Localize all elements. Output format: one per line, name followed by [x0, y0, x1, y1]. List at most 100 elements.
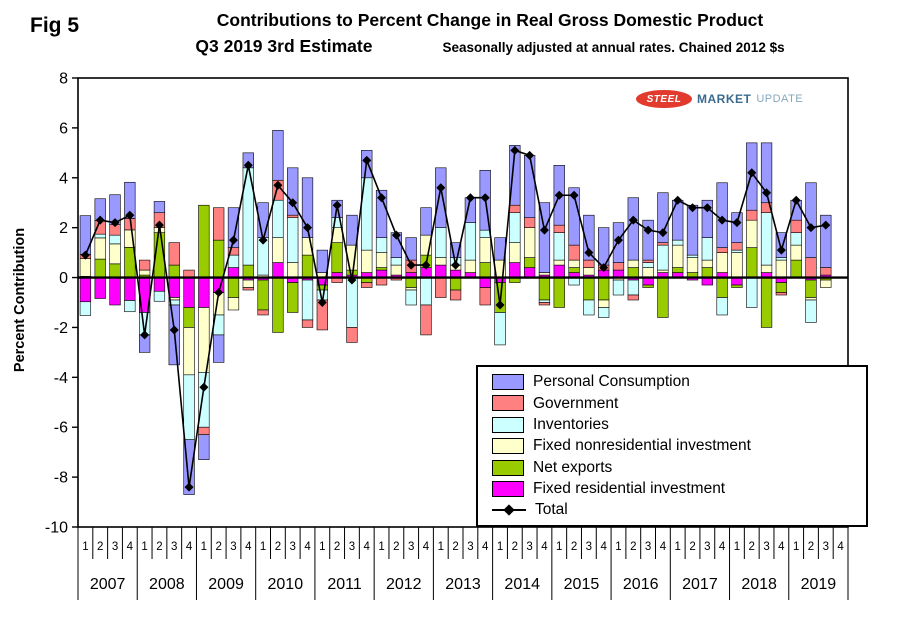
legend: Personal Consumption Government Inventor… [476, 365, 868, 527]
bars-group [79, 130, 832, 495]
svg-text:2007: 2007 [90, 576, 126, 593]
svg-text:2: 2 [749, 541, 755, 553]
svg-text:4: 4 [245, 541, 252, 553]
chart-title: Contributions to Percent Change in Real … [216, 10, 764, 30]
total-line [80, 145, 831, 492]
svg-text:3: 3 [349, 541, 355, 553]
svg-text:4: 4 [423, 541, 430, 553]
svg-text:-6: -6 [54, 420, 68, 437]
diamond-icon [503, 504, 515, 516]
svg-text:2012: 2012 [386, 576, 422, 593]
legend-label: Inventories [533, 416, 609, 434]
svg-text:2008: 2008 [149, 576, 185, 593]
svg-text:2011: 2011 [327, 576, 362, 593]
figure-number: Fig 5 [30, 14, 80, 37]
svg-text:3: 3 [230, 541, 236, 553]
svg-text:4: 4 [778, 541, 785, 553]
svg-text:0: 0 [59, 270, 68, 287]
svg-text:4: 4 [127, 541, 134, 553]
legend-swatch-fixed-nonresidential [492, 438, 524, 455]
svg-text:3: 3 [586, 541, 592, 553]
svg-text:2016: 2016 [623, 576, 659, 593]
svg-text:6: 6 [59, 120, 68, 137]
legend-label: Fixed nonresidential investment [533, 437, 751, 455]
svg-text:4: 4 [482, 541, 489, 553]
svg-text:4: 4 [719, 541, 726, 553]
logo-steel-badge: STEEL [636, 90, 692, 108]
svg-text:3: 3 [526, 541, 532, 553]
svg-text:4: 4 [837, 541, 844, 553]
svg-text:1: 1 [793, 541, 799, 553]
legend-label: Government [533, 394, 619, 412]
svg-text:-4: -4 [54, 370, 68, 387]
legend-label: Total [535, 501, 568, 519]
svg-text:2: 2 [334, 541, 340, 553]
svg-text:4: 4 [541, 541, 548, 553]
svg-text:2009: 2009 [208, 576, 244, 593]
svg-text:4: 4 [364, 541, 371, 553]
svg-text:1: 1 [438, 541, 444, 553]
svg-text:1: 1 [675, 541, 681, 553]
svg-text:3: 3 [467, 541, 473, 553]
svg-text:3: 3 [290, 541, 296, 553]
svg-text:2014: 2014 [504, 576, 540, 593]
svg-text:4: 4 [304, 541, 311, 553]
svg-text:1: 1 [497, 541, 503, 553]
svg-text:2: 2 [512, 541, 518, 553]
svg-text:8: 8 [59, 71, 68, 88]
svg-text:2: 2 [59, 220, 68, 237]
svg-text:1: 1 [201, 541, 207, 553]
svg-text:1: 1 [82, 541, 88, 553]
svg-text:2: 2 [571, 541, 577, 553]
svg-text:2: 2 [215, 541, 221, 553]
svg-text:2: 2 [808, 541, 814, 553]
legend-swatch-inventories [492, 416, 524, 433]
svg-text:2: 2 [97, 541, 103, 553]
svg-text:4: 4 [660, 541, 667, 553]
svg-text:2017: 2017 [682, 576, 718, 593]
svg-text:3: 3 [112, 541, 118, 553]
svg-text:3: 3 [823, 541, 829, 553]
legend-label: Net exports [533, 458, 613, 476]
svg-text:1: 1 [556, 541, 562, 553]
svg-text:1: 1 [141, 541, 147, 553]
svg-text:2010: 2010 [268, 576, 304, 593]
svg-text:2013: 2013 [445, 576, 481, 593]
svg-text:1: 1 [319, 541, 325, 553]
chart-subtitle: Q3 2019 3rd Estimate [195, 36, 373, 56]
svg-text:2: 2 [275, 541, 281, 553]
svg-text:2: 2 [630, 541, 636, 553]
svg-text:2: 2 [156, 541, 162, 553]
svg-text:3: 3 [171, 541, 177, 553]
svg-text:4: 4 [186, 541, 193, 553]
legend-item: Government [492, 394, 858, 412]
legend-swatch-net-exports [492, 459, 524, 476]
svg-text:3: 3 [408, 541, 414, 553]
svg-text:4: 4 [59, 170, 68, 187]
svg-text:-8: -8 [54, 470, 68, 487]
legend-item-total: Total [492, 502, 858, 518]
svg-text:1: 1 [378, 541, 384, 553]
total-line-marker [492, 504, 526, 516]
svg-text:2019: 2019 [801, 576, 837, 593]
legend-label: Fixed residential investment [533, 480, 726, 498]
legend-swatch-fixed-residential [492, 481, 524, 498]
svg-text:2: 2 [452, 541, 458, 553]
legend-swatch-personal-consumption [492, 374, 524, 390]
svg-text:3: 3 [704, 541, 710, 553]
legend-item: Fixed nonresidential investment [492, 437, 858, 455]
logo-steel-text: STEEL [646, 93, 682, 105]
svg-text:-10: -10 [45, 520, 68, 537]
steel-market-update-logo: STEEL MARKET UPDATE [636, 90, 803, 108]
legend-swatch-government [492, 395, 524, 412]
legend-item: Net exports [492, 458, 858, 476]
svg-text:1: 1 [734, 541, 740, 553]
svg-text:4: 4 [600, 541, 607, 553]
svg-text:2: 2 [393, 541, 399, 553]
legend-item: Personal Consumption [492, 374, 858, 390]
svg-text:2018: 2018 [741, 576, 777, 593]
svg-text:2: 2 [689, 541, 695, 553]
